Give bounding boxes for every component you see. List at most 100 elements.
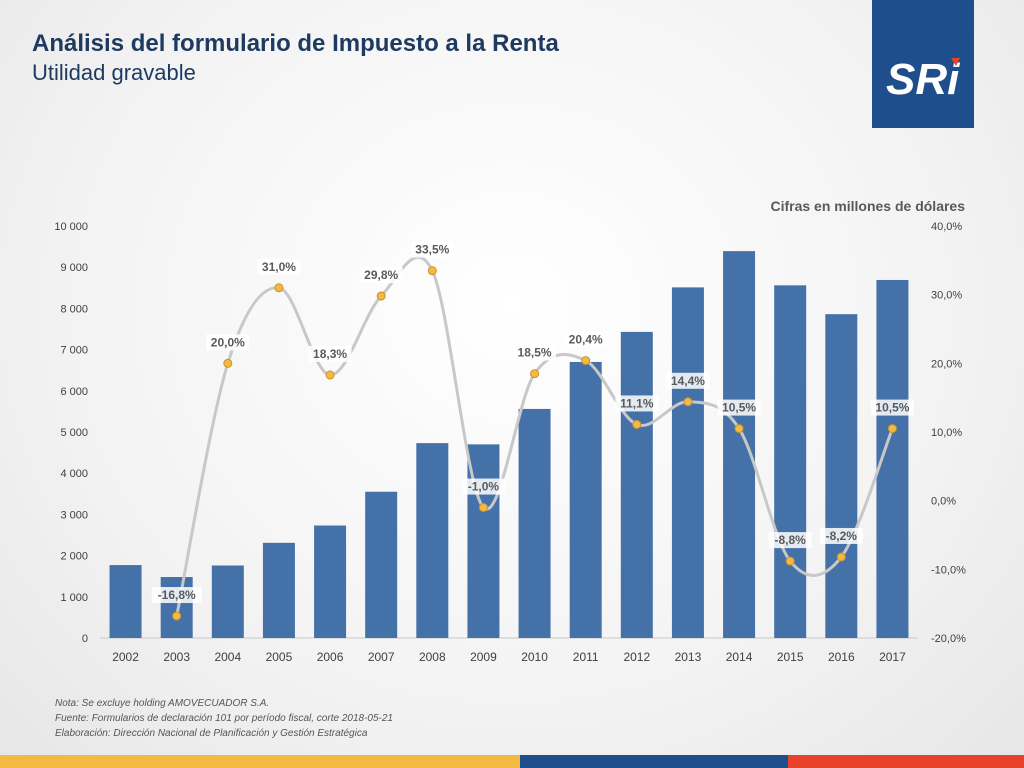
growth-marker-2006	[325, 370, 335, 380]
left-tick-label: 9 000	[60, 262, 88, 274]
x-tick-label: 2008	[419, 650, 446, 664]
bar-2002	[109, 565, 142, 638]
growth-label: 33,5%	[415, 243, 449, 257]
right-tick-label: -20,0%	[931, 633, 966, 645]
chart-area: Cifras en millones de dólares 0 1 000 2 00…	[54, 198, 966, 664]
growth-marker-2017	[887, 424, 897, 434]
bar-2012	[620, 331, 653, 638]
x-tick-label: 2016	[828, 650, 855, 664]
left-tick-label: 1 000	[60, 592, 88, 604]
growth-marker-2011	[581, 356, 591, 366]
right-tick-label: 20,0%	[931, 358, 962, 370]
growth-marker-2009	[478, 503, 488, 513]
growth-marker-2008	[427, 266, 437, 276]
footnote-source: Fuente: Formularios de declaración 101 p…	[55, 713, 393, 724]
growth-label-bg	[513, 344, 557, 361]
right-tick-label: 10,0%	[931, 427, 962, 439]
left-tick-label: 7 000	[60, 345, 88, 357]
x-tick-label: 2015	[777, 650, 804, 664]
left-tick-label: 5 000	[60, 427, 88, 439]
growth-label: 31,0%	[262, 260, 296, 274]
growth-label: 29,8%	[364, 268, 398, 282]
page-subtitle: Utilidad gravable	[32, 60, 196, 85]
logo-accent-icon	[951, 58, 960, 66]
right-tick-label: -10,0%	[931, 564, 966, 576]
left-tick-label: 4 000	[60, 468, 88, 480]
growth-label-bg	[410, 241, 454, 258]
growth-marker-2004	[223, 358, 233, 368]
bar-2003	[160, 577, 193, 638]
x-tick-label: 2017	[879, 650, 906, 664]
growth-label: -1,0%	[468, 480, 500, 494]
bottom-bar-red	[788, 755, 1024, 768]
bar-2010	[518, 408, 551, 638]
x-tick-label: 2013	[675, 650, 702, 664]
bar-2008	[416, 443, 449, 638]
growth-label-bg	[819, 527, 863, 544]
growth-label-bg	[768, 532, 812, 549]
x-tick-label: 2004	[214, 650, 241, 664]
page-title: Análisis del formulario de Impuesto a la…	[32, 30, 559, 57]
left-tick-label: 2 000	[60, 551, 88, 563]
growth-marker-2016	[836, 552, 846, 562]
growth-label-bg	[206, 334, 250, 351]
growth-label-bg	[666, 372, 710, 389]
growth-label: -16,8%	[158, 588, 196, 602]
growth-label: 18,5%	[518, 346, 552, 360]
x-tick-label: 2010	[521, 650, 548, 664]
bar-2011	[569, 361, 602, 638]
growth-label: 18,3%	[313, 347, 347, 361]
left-tick-label: 3 000	[60, 509, 88, 521]
growth-label-bg	[359, 267, 403, 284]
growth-marker-2010	[530, 369, 540, 379]
bar-2004	[211, 565, 244, 638]
bottom-bar-yellow	[0, 755, 520, 768]
growth-label-bg	[257, 258, 301, 275]
footnote-note: Nota: Se excluye holding AMOVECUADOR S.A…	[55, 698, 270, 709]
x-tick-label: 2011	[573, 650, 599, 664]
bottom-color-bar	[0, 755, 1024, 768]
growth-label: 10,5%	[722, 401, 756, 415]
growth-marker-2013	[683, 397, 693, 407]
left-tick-label: 8 000	[60, 303, 88, 315]
growth-label: 11,1%	[620, 396, 654, 410]
bar-2015	[774, 285, 807, 638]
x-tick-label: 2007	[368, 650, 395, 664]
growth-label-bg	[564, 331, 608, 348]
growth-label-bg	[870, 399, 914, 416]
growth-label-bg	[151, 587, 202, 604]
growth-label: -8,8%	[775, 533, 807, 547]
bar-2007	[365, 491, 398, 638]
left-tick-label: 10 000	[54, 221, 88, 233]
left-tick-label: 0	[82, 633, 88, 645]
growth-label: 10,5%	[875, 401, 909, 415]
growth-marker-2005	[274, 283, 284, 293]
growth-label-bg	[308, 346, 352, 363]
growth-label: 14,4%	[671, 374, 705, 388]
bar-2005	[262, 542, 295, 638]
growth-marker-2014	[734, 424, 744, 434]
growth-label: 20,4%	[569, 333, 603, 347]
growth-marker-2003	[172, 611, 182, 621]
right-tick-label: 0,0%	[931, 496, 956, 508]
bar-2006	[314, 525, 347, 638]
right-tick-label: 40,0%	[931, 221, 962, 233]
bar-2013	[671, 287, 704, 638]
footnotes: Nota: Se excluye holding AMOVECUADOR S.A…	[55, 696, 393, 741]
growth-marker-2007	[376, 291, 386, 301]
bar-2016	[825, 314, 858, 638]
left-tick-label: 6 000	[60, 386, 88, 398]
growth-label-bg	[461, 478, 505, 495]
x-tick-label: 2012	[623, 650, 650, 664]
footnote-authorship: Elaboración: Dirección Nacional de Plani…	[55, 728, 368, 739]
growth-label: -8,2%	[826, 529, 858, 543]
growth-label-bg	[717, 399, 761, 416]
x-tick-label: 2002	[112, 650, 139, 664]
growth-label-bg	[615, 395, 659, 412]
sri-logo: SRi	[872, 0, 974, 128]
x-tick-label: 2014	[726, 650, 753, 664]
x-tick-label: 2003	[163, 650, 190, 664]
units-label: Cifras en millones de dólares	[770, 198, 965, 214]
bar-2014	[723, 251, 756, 638]
growth-marker-2012	[632, 419, 642, 429]
